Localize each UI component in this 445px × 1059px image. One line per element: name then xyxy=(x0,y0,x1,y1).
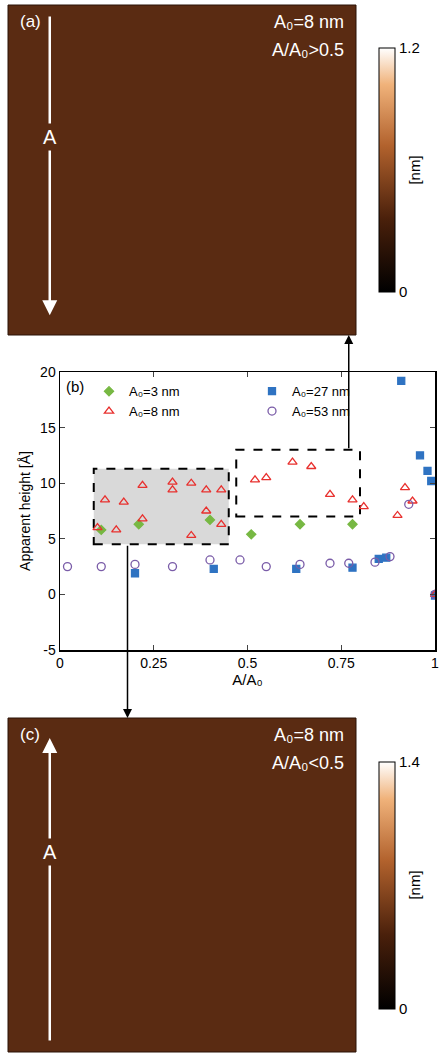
svg-text:A₀=3 nm: A₀=3 nm xyxy=(129,384,180,399)
svg-text:A₀=27 nm: A₀=27 nm xyxy=(292,384,350,399)
svg-text:0: 0 xyxy=(399,1000,407,1017)
svg-text:1.2: 1.2 xyxy=(399,39,420,56)
svg-text:A₀=8 nm: A₀=8 nm xyxy=(129,404,180,419)
svg-text:(a): (a) xyxy=(20,12,41,31)
svg-text:A/A₀<0.5: A/A₀<0.5 xyxy=(272,753,344,773)
svg-text:A: A xyxy=(43,126,57,148)
svg-text:20: 20 xyxy=(40,364,56,380)
svg-text:[nm]: [nm] xyxy=(406,870,423,899)
svg-text:1: 1 xyxy=(431,655,439,671)
svg-text:A: A xyxy=(43,841,57,863)
svg-text:0.5: 0.5 xyxy=(238,655,258,671)
svg-text:15: 15 xyxy=(40,420,56,436)
svg-text:5: 5 xyxy=(48,531,56,547)
svg-text:(b): (b) xyxy=(66,378,84,395)
svg-text:A/A₀>0.5: A/A₀>0.5 xyxy=(272,40,344,60)
svg-text:1.4: 1.4 xyxy=(399,753,420,770)
svg-text:A₀=53 nm: A₀=53 nm xyxy=(292,404,350,419)
svg-text:0: 0 xyxy=(48,586,56,602)
svg-text:[nm]: [nm] xyxy=(406,155,423,184)
svg-text:(c): (c) xyxy=(20,725,40,744)
svg-text:A₀=8 nm: A₀=8 nm xyxy=(274,12,344,32)
svg-text:0.75: 0.75 xyxy=(328,655,355,671)
svg-text:-5: -5 xyxy=(43,642,56,658)
svg-text:0: 0 xyxy=(399,283,407,300)
svg-text:10: 10 xyxy=(40,475,56,491)
svg-text:Apparent height [Å]: Apparent height [Å] xyxy=(17,451,33,571)
svg-text:0: 0 xyxy=(56,655,64,671)
svg-text:A/A₀: A/A₀ xyxy=(232,671,262,688)
svg-text:A₀=8 nm: A₀=8 nm xyxy=(274,725,344,745)
svg-text:0.25: 0.25 xyxy=(140,655,167,671)
